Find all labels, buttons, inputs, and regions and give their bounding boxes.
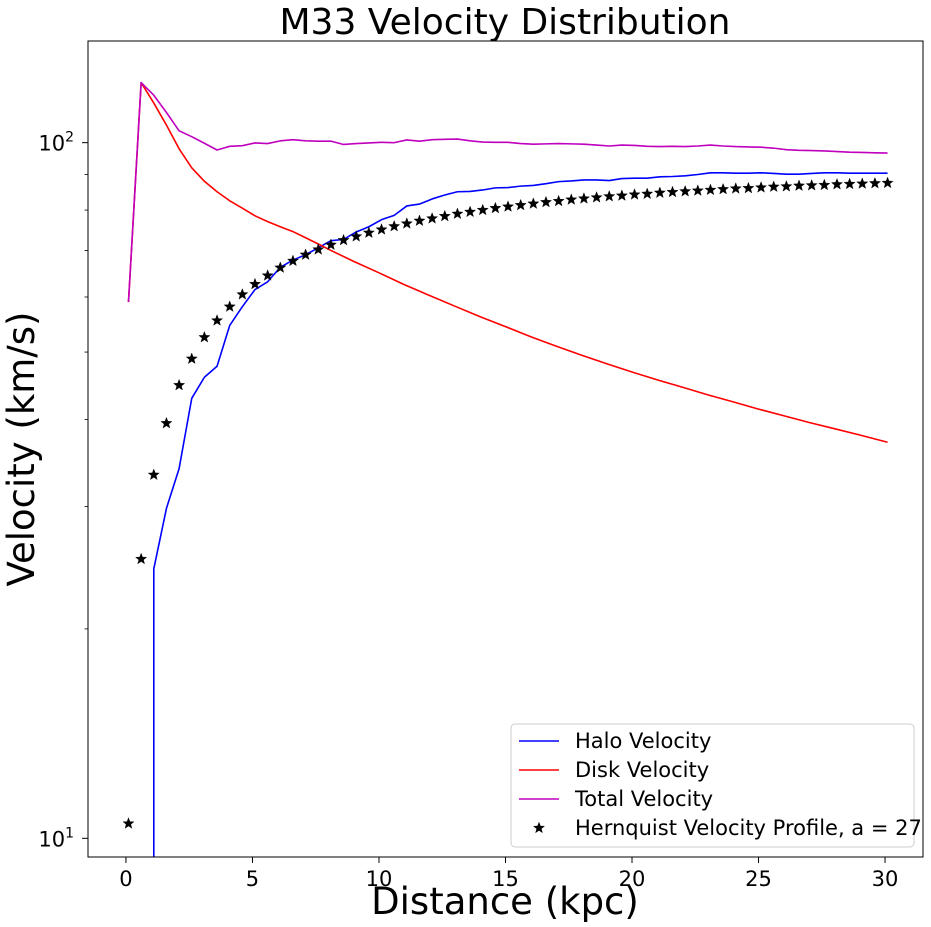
scatter-point: [438, 209, 451, 222]
scatter-point: [375, 223, 388, 235]
scatter-point: [135, 552, 148, 565]
scatter-point: [792, 179, 806, 191]
axis-ticks: 0 5 10 15 20 25 30 101 102: [38, 130, 898, 891]
scatter-point: [641, 187, 654, 200]
legend-label: Disk Velocity: [575, 758, 709, 782]
scatter-point: [780, 180, 793, 192]
plot-area: [122, 81, 894, 857]
legend-label: Hernquist Velocity Profile, a = 27: [575, 816, 922, 840]
scatter-point: [160, 416, 173, 429]
x-tick-label: 25: [745, 867, 772, 891]
x-tick-label: 20: [619, 867, 646, 891]
series-line-1: [127, 81, 888, 443]
scatter-point: [198, 330, 211, 343]
scatter-point: [679, 185, 692, 197]
scatter-point: [653, 186, 666, 198]
scatter-point: [603, 190, 616, 202]
legend-label: Total Velocity: [574, 787, 713, 811]
scatter-point: [223, 300, 236, 312]
scatter-point: [248, 277, 262, 290]
x-axis-label: Distance (kpc): [371, 880, 639, 923]
scatter-point: [565, 193, 578, 205]
scatter-point: [577, 192, 591, 204]
scatter-point: [539, 195, 553, 208]
scatter-point: [830, 178, 844, 190]
legend-star-swatch: [532, 821, 546, 834]
scatter-point: [274, 261, 287, 273]
scatter-point: [476, 203, 489, 216]
scatter-point: [590, 191, 603, 203]
scatter-point: [501, 200, 515, 212]
scatter-point: [362, 226, 375, 238]
chart-title: M33 Velocity Distribution: [279, 2, 730, 43]
x-tick-label: 30: [872, 867, 899, 891]
scatter-point: [400, 217, 413, 229]
scatter-point: [881, 176, 894, 189]
scatter-point: [489, 201, 502, 214]
scatter-point: [413, 214, 426, 226]
legend: Halo Velocity Disk Velocity Total Velocity…: [510, 723, 922, 848]
scatter-point: [742, 181, 755, 194]
scatter-point: [173, 378, 186, 391]
y-tick-label: 101: [38, 825, 74, 851]
x-tick-label: 0: [119, 867, 132, 891]
series-line-2: [127, 81, 888, 303]
scatter-point: [729, 182, 742, 194]
scatter-point: [754, 181, 768, 193]
scatter-point: [767, 180, 780, 192]
y-tick-label: 102: [38, 130, 74, 156]
scatter-point: [868, 176, 881, 189]
scatter-point: [615, 189, 628, 201]
plot-frame: [87, 40, 924, 858]
scatter-point: [856, 177, 869, 189]
scatter-point: [337, 233, 350, 246]
scatter-point: [261, 269, 274, 281]
scatter-point: [299, 248, 312, 260]
scatter-point: [691, 184, 704, 196]
scatter-point: [527, 197, 540, 209]
scatter-point: [628, 188, 641, 200]
scatter-point: [286, 254, 300, 267]
scatter-point: [704, 183, 717, 196]
scatter-point: [451, 207, 464, 220]
scatter-point: [464, 205, 477, 218]
scatter-point: [818, 178, 831, 191]
scatter-point: [388, 219, 401, 232]
series-line-0: [152, 172, 888, 857]
legend-box: [510, 723, 915, 848]
y-axis-label: Velocity (km/s): [0, 312, 43, 587]
scatter-point: [122, 817, 135, 829]
scatter-point: [666, 185, 679, 198]
scatter-point: [843, 177, 856, 190]
legend-label: Halo Velocity: [575, 729, 711, 753]
scatter-point: [210, 314, 224, 326]
scatter-point: [514, 198, 527, 211]
scatter-point: [717, 182, 730, 195]
scatter-point: [350, 230, 363, 242]
scatter-point: [324, 238, 337, 251]
x-tick-label: 15: [492, 867, 519, 891]
scatter-point: [312, 243, 325, 255]
scatter-point: [185, 352, 198, 364]
scatter-point: [552, 194, 565, 207]
scatter-point: [805, 179, 818, 191]
x-tick-label: 10: [366, 867, 393, 891]
x-tick-label: 5: [246, 867, 259, 891]
scatter-point: [426, 212, 439, 224]
scatter-point: [236, 288, 249, 300]
scatter-point: [147, 468, 160, 481]
